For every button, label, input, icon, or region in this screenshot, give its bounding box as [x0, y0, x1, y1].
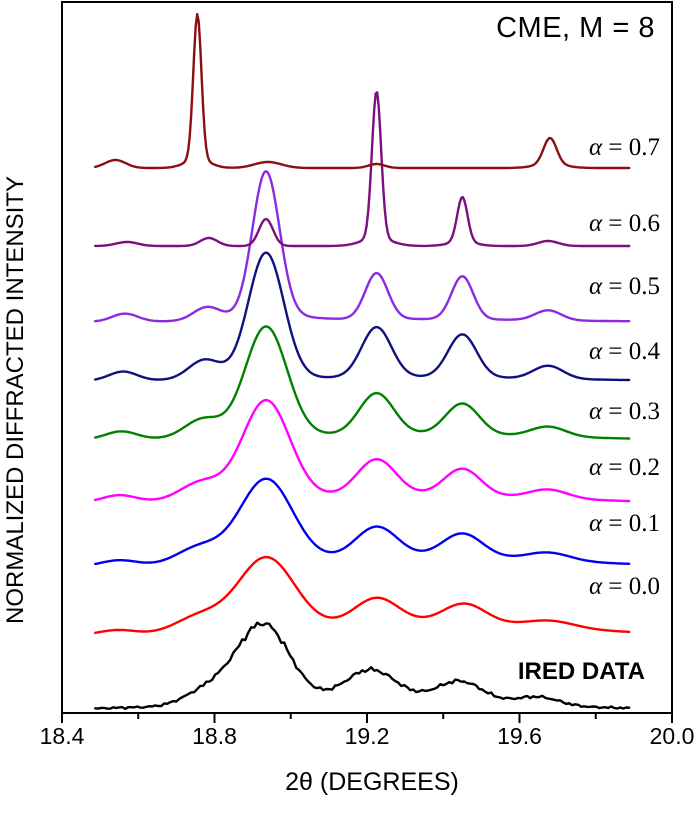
- curve-alpha-0.7: [94, 12, 631, 170]
- curve-alpha-0.0: [94, 555, 631, 634]
- curve-ired: [94, 621, 631, 711]
- curve-label-ired: IRED DATA: [517, 658, 645, 685]
- curve-alpha-0.1: [94, 477, 631, 566]
- x-axis-label: 2θ (DEGREES): [285, 768, 459, 796]
- curve-label-alpha-0.6: α = 0.6: [589, 210, 660, 237]
- chart-title: CME, M = 8: [496, 12, 655, 44]
- curve-label-alpha-0.5: α = 0.5: [589, 273, 660, 300]
- alpha-symbol: α: [589, 510, 603, 537]
- curve-alpha-0.2: [94, 398, 631, 503]
- x-tick-label-19.2: 19.2: [344, 723, 390, 749]
- curve-label-alpha-0.2: α = 0.2: [589, 454, 660, 481]
- curve-label-alpha-0.7: α = 0.7: [589, 134, 660, 161]
- alpha-symbol: α: [589, 398, 603, 425]
- curve-alpha-0.6: [94, 91, 631, 248]
- alpha-symbol: α: [589, 210, 603, 237]
- curve-label-alpha-0.4: α = 0.4: [589, 338, 660, 365]
- x-tick-label-19.6: 19.6: [497, 723, 542, 749]
- curve-label-alpha-0.1: α = 0.1: [589, 510, 660, 537]
- curve-alpha-0.5: [94, 170, 631, 323]
- curve-label-alpha-0.3: α = 0.3: [589, 398, 660, 425]
- y-axis-label: NORMALIZED DIFFRACTED INTENSITY: [2, 175, 29, 625]
- alpha-symbol: α: [589, 573, 603, 600]
- alpha-symbol: α: [589, 273, 603, 300]
- x-tick-label-18.8: 18.8: [192, 723, 237, 749]
- alpha-symbol: α: [589, 134, 603, 161]
- curve-label-alpha-0.0: α = 0.0: [589, 573, 660, 600]
- x-tick-label-18.4: 18.4: [39, 723, 85, 749]
- alpha-symbol: α: [589, 338, 603, 365]
- x-tick-label-20.0: 20.0: [649, 723, 695, 749]
- plot-frame: [61, 1, 673, 714]
- curve-alpha-0.3: [94, 325, 631, 440]
- alpha-symbol: α: [589, 454, 603, 481]
- curve-alpha-0.4: [94, 251, 631, 382]
